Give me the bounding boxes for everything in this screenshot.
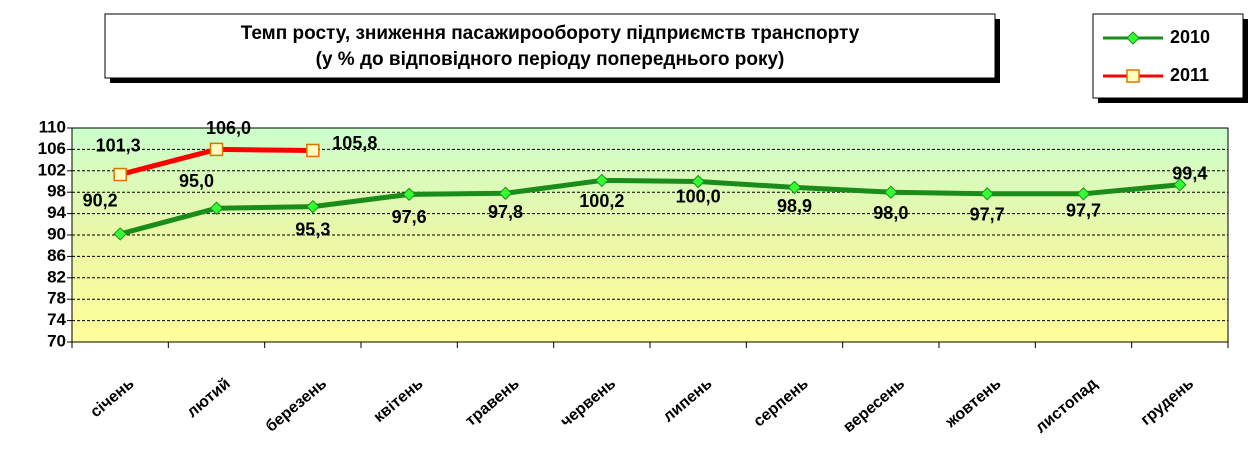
- marker: [1126, 31, 1140, 45]
- y-tick-label: 78: [47, 289, 66, 308]
- y-tick-label: 74: [47, 310, 66, 329]
- chart-subtitle: (у % до відповідного періоду попередньог…: [316, 49, 785, 70]
- x-tick-label: червень: [558, 375, 620, 431]
- x-tick-label: листопад: [1032, 375, 1100, 436]
- marker: [306, 199, 320, 214]
- value-label: 95,3: [295, 219, 330, 239]
- x-tick-label: серпень: [751, 375, 812, 430]
- x-tick-label: вересень: [840, 375, 908, 436]
- y-tick-label: 90: [47, 224, 66, 243]
- value-label: 95,0: [179, 171, 214, 191]
- value-label: 100,0: [676, 186, 721, 206]
- y-tick-label: 110: [39, 117, 66, 136]
- value-label: 101,3: [96, 135, 141, 155]
- marker: [595, 173, 609, 188]
- legend-label: 2010: [1170, 27, 1210, 47]
- x-tick-label: жовтень: [942, 375, 1005, 432]
- value-label: 98,9: [777, 196, 812, 216]
- y-tick-label: 98: [47, 182, 66, 201]
- y-tick-label: 102: [38, 160, 66, 179]
- title-box: [104, 13, 996, 79]
- y-tick-label: 82: [47, 267, 66, 286]
- y-tick-label: 94: [47, 203, 66, 222]
- value-label: 99,4: [1172, 163, 1207, 183]
- x-tick-label: березень: [263, 375, 330, 435]
- value-label: 105,8: [332, 133, 377, 153]
- legend-label: 2011: [1170, 65, 1209, 85]
- marker: [1126, 69, 1140, 83]
- x-tick-label: травень: [462, 375, 522, 430]
- marker: [1173, 178, 1187, 192]
- marker: [1076, 187, 1091, 201]
- y-tick-label: 70: [47, 331, 66, 350]
- legend-box: [1092, 13, 1244, 99]
- marker: [209, 142, 224, 157]
- marker: [980, 187, 994, 201]
- y-tick-label: 86: [47, 246, 66, 265]
- x-tick-label: квітень: [371, 375, 427, 426]
- marker: [402, 187, 416, 202]
- value-label: 97,6: [392, 207, 427, 227]
- marker: [306, 143, 320, 158]
- marker: [691, 174, 705, 189]
- value-label: 100,2: [579, 191, 624, 211]
- value-label: 90,2: [83, 191, 118, 211]
- value-label: 97,7: [970, 205, 1005, 225]
- marker: [209, 201, 224, 215]
- x-tick-label: січень: [87, 375, 137, 421]
- chart-title: Темп росту, зниження пасажирообороту під…: [241, 23, 860, 44]
- x-tick-label: грудень: [1138, 375, 1198, 429]
- x-tick-label: липень: [660, 375, 716, 425]
- marker: [113, 227, 127, 241]
- value-label: 106,0: [206, 118, 251, 138]
- series-line: [119, 177, 1181, 237]
- marker: [498, 186, 513, 200]
- value-label: 98,0: [873, 203, 908, 223]
- value-label: 97,7: [1066, 201, 1101, 221]
- marker: [884, 185, 898, 199]
- marker: [787, 180, 802, 195]
- y-tick-label: 106: [38, 139, 66, 158]
- value-label: 97,8: [488, 202, 523, 222]
- marker: [113, 167, 127, 182]
- x-tick-label: лютий: [184, 375, 234, 421]
